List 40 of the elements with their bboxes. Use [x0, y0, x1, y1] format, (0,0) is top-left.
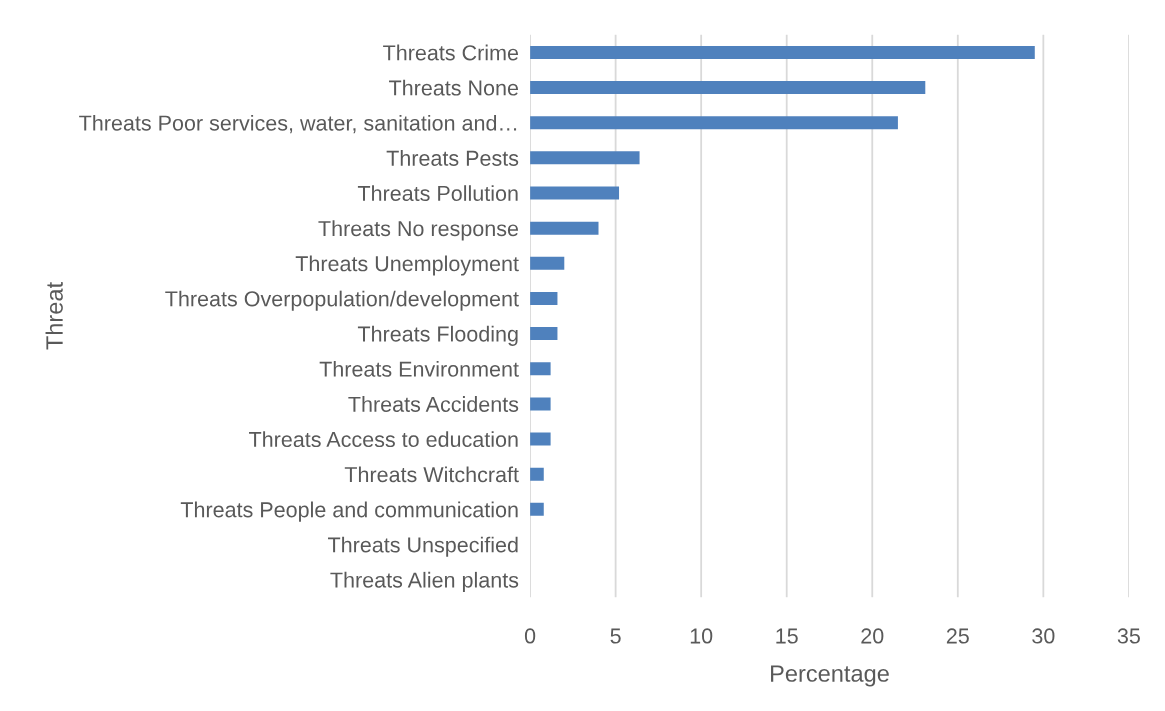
x-tick-label: 35 [1117, 628, 1140, 644]
y-tick-label: Threats Pollution [357, 185, 518, 202]
x-tick-label: 20 [861, 628, 884, 644]
bar [530, 186, 620, 200]
y-tick-label: Threats No response [318, 220, 519, 241]
y-tick-label: Threats Flooding [357, 325, 518, 346]
bar [530, 467, 544, 481]
x-tick-label: 10 [690, 628, 713, 644]
bar [530, 151, 640, 165]
y-tick-label: Threats None [389, 79, 519, 96]
bar [530, 256, 565, 270]
bar [530, 291, 558, 305]
x-tick-label: 15 [776, 628, 798, 644]
y-tick-label: Threats Environment [319, 360, 519, 377]
y-tick-label: Threats Poor services, water, sanitation and… [79, 114, 517, 134]
bar [530, 432, 551, 446]
y-axis-title: Threat [45, 282, 63, 350]
bar [530, 397, 551, 411]
y-tick-label: Threats Witchcraft [344, 466, 519, 483]
y-tick-label: Threats People and communication [180, 501, 518, 522]
x-tick-label: 5 [610, 628, 621, 644]
y-tick-label: Threats Crime [383, 44, 519, 61]
y-tick-label: Threats Unemployment [295, 255, 519, 276]
bar [530, 45, 1035, 59]
y-tick-label: Threats Alien plants [330, 571, 519, 592]
bar [530, 81, 926, 95]
bar [530, 362, 551, 376]
x-tick-label: 0 [524, 628, 536, 644]
x-axis-title: Percentage [771, 665, 889, 687]
y-tick-label: Threats Access to education [249, 431, 518, 448]
bar [530, 221, 599, 235]
x-tick-label: 25 [946, 628, 969, 644]
bar [530, 116, 898, 130]
y-tick-label: Threats Overpopulation/development [165, 290, 519, 311]
bar [530, 327, 558, 341]
y-tick-label: Threats Unspecified [328, 536, 518, 557]
x-tick-label: 30 [1032, 628, 1055, 644]
y-tick-label: Threats Accidents [348, 396, 519, 412]
y-tick-label: Threats Pests [386, 150, 519, 166]
bar [530, 502, 544, 516]
